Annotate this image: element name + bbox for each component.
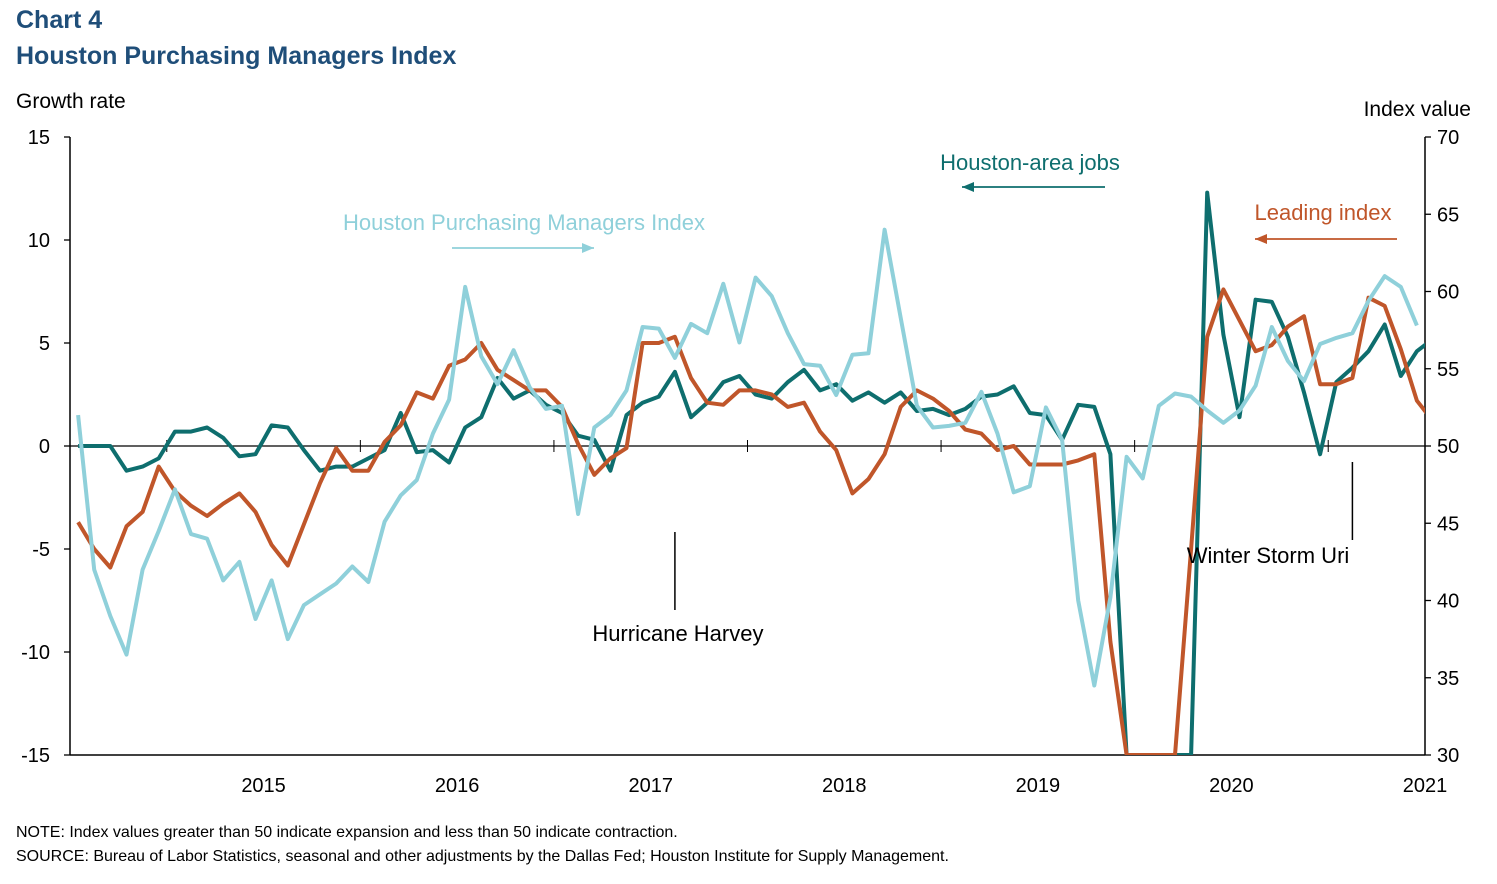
x-tick-label: 2021: [1403, 775, 1448, 797]
annotation-uri: Winter Storm Uri: [1187, 543, 1350, 568]
series-line-leading: [76, 287, 1425, 755]
arrow-jobs-head: [962, 182, 974, 192]
chart-title: Houston Purchasing Managers Index: [16, 42, 457, 70]
arrow-pmi-head: [582, 243, 594, 253]
y-right-tick-label: 55: [1437, 359, 1459, 381]
chart-number: Chart 4: [16, 6, 103, 34]
y-left-tick-label: 15: [28, 127, 50, 149]
x-tick-label: 2016: [435, 775, 480, 797]
y-right-tick-label: 50: [1437, 436, 1459, 458]
y-left-tick-label: 0: [39, 436, 50, 458]
x-tick-label: 2018: [822, 775, 867, 797]
series-label-leading: Leading index: [1254, 200, 1391, 225]
y-axis-left-title: Growth rate: [16, 90, 126, 113]
arrow-leading-head: [1255, 234, 1267, 244]
x-tick-label: 2015: [241, 775, 286, 797]
y-left-tick-label: 10: [28, 230, 50, 252]
chart-labels: Houston-area jobs Leading index Houston Pu…: [343, 150, 1397, 646]
series-label-jobs: Houston-area jobs: [940, 150, 1120, 175]
y-right-tick-label: 60: [1437, 282, 1459, 304]
x-tick-label: 2019: [1016, 775, 1061, 797]
x-tick-label: 2020: [1209, 775, 1254, 797]
y-left-tick-label: -5: [32, 539, 50, 561]
y-left-tick-label: -10: [21, 642, 50, 664]
series-line-pmi: [76, 227, 1419, 688]
chart-source: SOURCE: Bureau of Labor Statistics, seas…: [16, 848, 949, 865]
chart-note: NOTE: Index values greater than 50 indic…: [16, 824, 678, 841]
y-left-tick-label: -15: [21, 745, 50, 767]
y-right-tick-label: 45: [1437, 513, 1459, 535]
series-label-pmi: Houston Purchasing Managers Index: [343, 210, 705, 235]
y-right-tick-label: 65: [1437, 204, 1459, 226]
series-layer: [76, 190, 1425, 755]
annotation-harvey: Hurricane Harvey: [592, 621, 763, 646]
y-right-tick-label: 35: [1437, 668, 1459, 690]
y-right-tick-label: 30: [1437, 745, 1459, 767]
y-right-tick-label: 40: [1437, 591, 1459, 613]
y-right-tick-label: 70: [1437, 127, 1459, 149]
series-line-jobs: [78, 190, 1425, 755]
x-tick-label: 2017: [628, 775, 673, 797]
y-axis-right-title: Index value: [1363, 98, 1471, 121]
y-left-tick-label: 5: [39, 333, 50, 355]
